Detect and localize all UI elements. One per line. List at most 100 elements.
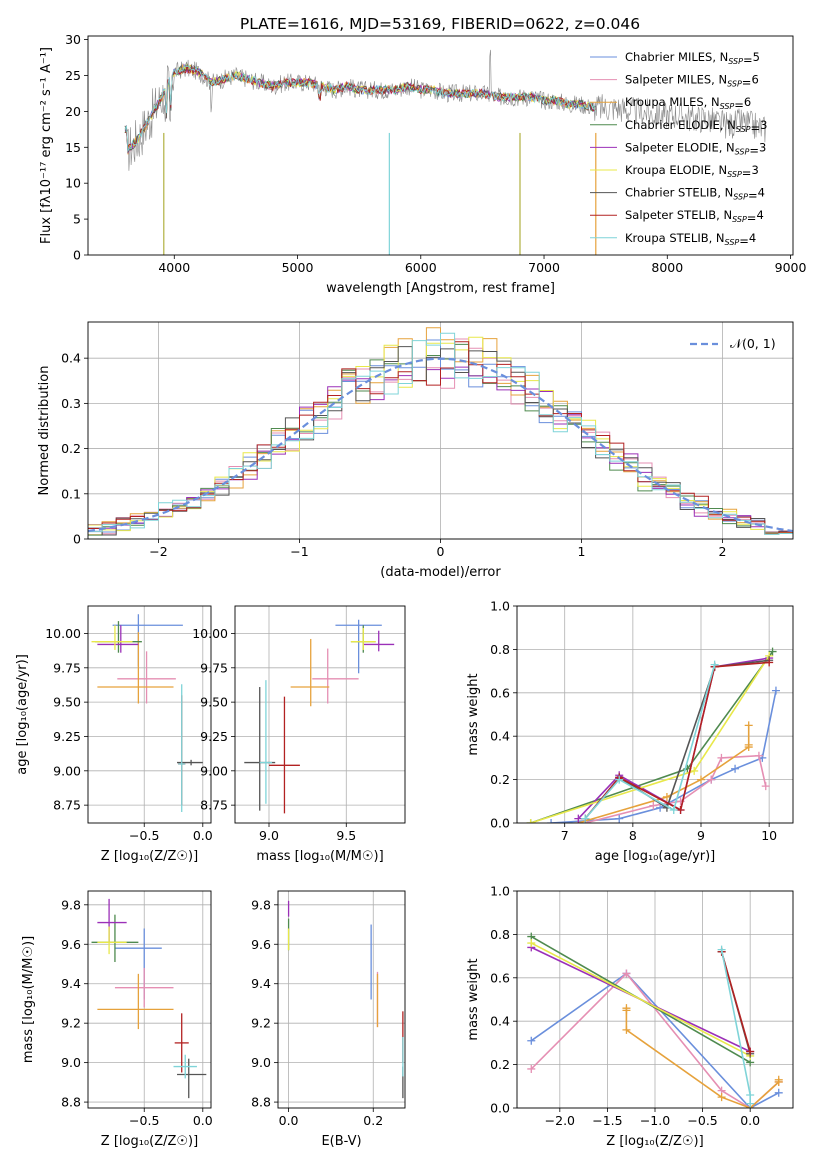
errorbar-point [312, 648, 359, 704]
weight-series [527, 939, 755, 1060]
x-tick-label: 7 [561, 828, 569, 843]
y-tick-label: 0.2 [490, 772, 510, 787]
residual-histogram-step [88, 341, 793, 535]
axes-frame [516, 605, 794, 824]
weight-marker [662, 792, 671, 801]
x-tick-label: 8 [629, 828, 637, 843]
legend-nssp-value: 4 [756, 208, 763, 222]
legend-entry-label: Chabrier ELODIE, NSSP=3 [625, 118, 767, 135]
x-axis-label: Z [log₁₀(Z/Z☉)] [101, 849, 198, 864]
y-tick-label: 15 [65, 140, 81, 155]
model-spectrum-line [124, 65, 596, 152]
weight-marker [622, 969, 631, 978]
weight-marker [581, 814, 590, 823]
errorbar-point [259, 680, 273, 804]
axes-frame [277, 890, 406, 1109]
y-tick-label: 9.8 [251, 897, 271, 912]
chart-weight-vs-age: 7 8 9 10 0.0 0.2 0.4 0.6 0.8 1.0 age [log₁₀(age/yr… [466, 599, 794, 864]
x-axis-label: E(B-V) [321, 1134, 361, 1149]
weight-series [581, 751, 770, 823]
y-tick-label: 30 [65, 32, 81, 47]
errorbar-point [112, 614, 183, 667]
legend-nssp-prefix: , N [711, 163, 727, 177]
x-tick-label: 9.0 [259, 828, 279, 843]
errorbar-point [91, 914, 139, 963]
y-tick-label: 0.6 [490, 685, 510, 700]
x-tick-label: 0.0 [193, 1113, 213, 1128]
y-tick-label: 9.6 [61, 937, 81, 952]
x-axis-label: mass [log₁₀(M/M☉)] [256, 849, 383, 864]
weight-marker [527, 1064, 536, 1073]
weight-series [717, 945, 755, 1108]
legend-series-name: Salpeter ELODIE [625, 140, 719, 154]
y-tick-label: 0 [73, 248, 81, 263]
weight-marker [717, 1093, 726, 1102]
legend-entry-label: Salpeter MILES, NSSP=6 [625, 73, 759, 90]
x-tick-label: 5000 [282, 260, 314, 275]
errorbar-point [269, 696, 300, 814]
weight-series-line [530, 655, 770, 823]
y-tick-label: 0.8 [490, 927, 510, 942]
legend-nssp-sub: SSP [727, 170, 742, 179]
chart-age-vs-mass: 9.0 9.5 8.75 9.00 9.25 9.50 9.75 10.00 mass [log… [192, 605, 406, 864]
x-axis-label: age [log₁₀(age/yr)] [595, 849, 716, 864]
weight-marker [761, 782, 770, 791]
y-tick-label: 1.0 [490, 884, 510, 899]
y-tick-label: 9.75 [200, 660, 228, 675]
y-axis-label: mass [log₁₀(M/M☉)] [21, 936, 36, 1063]
plot-area [124, 49, 766, 255]
x-tick-label: 2 [719, 544, 727, 559]
x-axis-label: Z [log₁₀(Z/Z☉)] [606, 1134, 703, 1149]
legend-equals: = [739, 234, 749, 248]
legend-nssp-prefix: , N [712, 50, 728, 64]
y-tick-label: 9.4 [61, 976, 81, 991]
y-tick-label: 0.3 [61, 396, 81, 411]
weight-series-line [530, 972, 780, 1108]
weight-marker [774, 1075, 783, 1084]
y-tick-label: 10.00 [192, 626, 228, 641]
axes-frame [234, 605, 406, 824]
weight-series [581, 660, 719, 823]
weight-marker [754, 751, 763, 760]
weight-marker [622, 1004, 631, 1013]
x-tick-label: 0.0 [740, 1113, 760, 1128]
y-axis-label: mass weight [466, 673, 481, 755]
y-tick-label: 9.6 [251, 937, 271, 952]
plot-area [287, 900, 404, 1099]
y-tick-label: 0 [73, 532, 81, 547]
legend-entry-label: Kroupa MILES, NSSP=6 [625, 95, 751, 112]
weight-marker [710, 660, 719, 669]
legend-series-name: Chabrier STELIB [625, 186, 717, 200]
axes-frame [87, 321, 794, 540]
errorbar-point [290, 638, 330, 707]
chart-age-vs-Z: −0.5 0.0 8.75 9.00 9.25 9.50 9.75 10.00 Z [log₁₀… [15, 605, 213, 864]
normal-reference-curve [88, 357, 793, 533]
legend-entry-label: Salpeter STELIB, NSSP=4 [625, 208, 764, 225]
residual-histogram-step [88, 332, 793, 535]
x-tick-label: −0.5 [129, 828, 159, 843]
axes-frame [516, 890, 794, 1109]
y-tick-label: 0.0 [490, 816, 510, 831]
legend-equals: = [743, 53, 753, 67]
weight-marker [676, 805, 685, 814]
x-tick-label: 10 [761, 828, 777, 843]
errorbar-point [177, 1058, 207, 1099]
y-tick-label: 8.75 [200, 798, 228, 813]
y-axis-label: age [log₁₀(age/yr)] [15, 654, 30, 775]
errorbar-point [178, 684, 186, 813]
errorbar-point [97, 625, 139, 653]
y-tick-label: 8.8 [61, 1095, 81, 1110]
legend-reference-label: 𝒩(0, 1) [730, 336, 776, 351]
x-tick-label: −2 [149, 544, 167, 559]
legend-nssp-prefix: , N [716, 208, 732, 222]
legend-nssp-sub: SSP [720, 102, 735, 111]
x-axis-label: (data-model)/error [380, 565, 501, 580]
figure-title: PLATE=1616, MJD=53169, FIBERID=0622, z=0… [240, 15, 640, 33]
legend-equals: = [742, 166, 752, 180]
legend-equals: = [748, 189, 758, 203]
axes-frame [87, 35, 794, 256]
y-tick-label: 9.25 [53, 729, 81, 744]
y-tick-label: 9.75 [53, 660, 81, 675]
legend-nssp-prefix: , N [720, 118, 736, 132]
x-tick-label: 9000 [775, 260, 807, 275]
